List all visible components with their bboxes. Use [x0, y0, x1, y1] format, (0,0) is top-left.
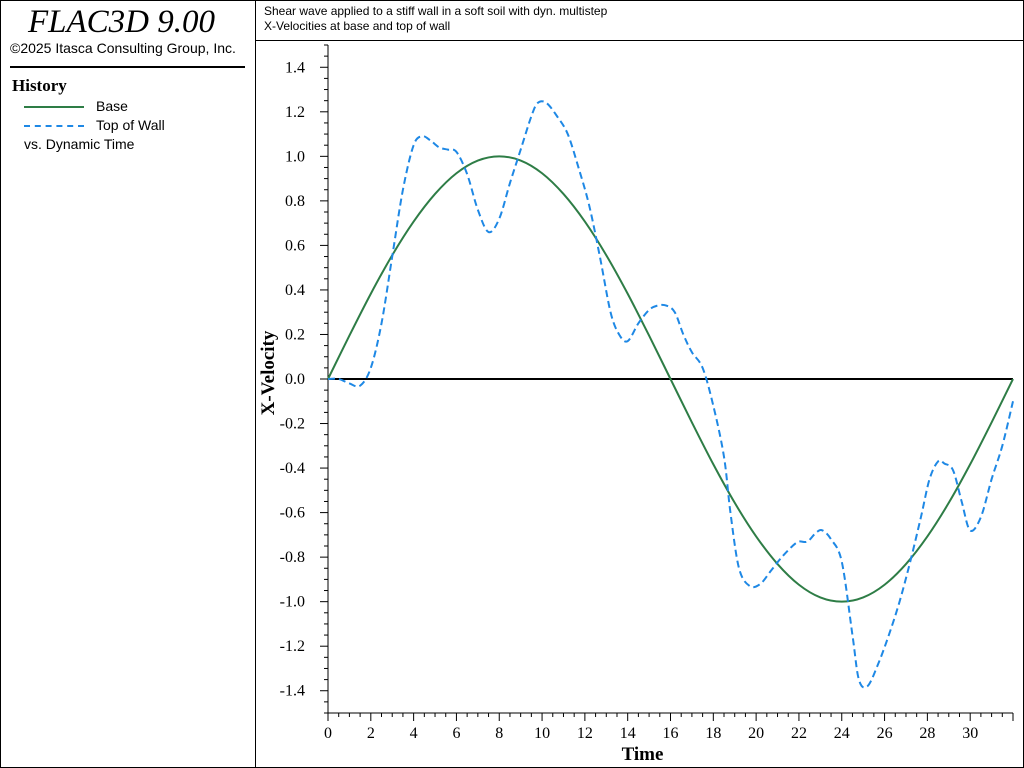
legend-label-base: Base	[96, 98, 128, 114]
legend-vs-label: vs. Dynamic Time	[24, 136, 135, 152]
y-tick-label: 0.0	[285, 371, 305, 388]
y-tick-label: -0.6	[280, 505, 305, 522]
plot-title-line-2: X-Velocities at base and top of wall	[264, 19, 451, 33]
x-tick-label: 24	[834, 725, 850, 742]
y-tick-label: 0.2	[285, 326, 305, 343]
app-title: FLAC3D 9.00	[28, 4, 216, 40]
y-tick-label: -0.4	[280, 460, 305, 477]
copyright-text: ©2025 Itasca Consulting Group, Inc.	[10, 40, 236, 56]
x-tick-label: 26	[877, 725, 893, 742]
y-tick-label: 0.8	[285, 193, 305, 210]
legend-swatch-top-of-wall	[24, 125, 84, 127]
plot-title-line-1: Shear wave applied to a stiff wall in a …	[264, 4, 608, 18]
x-tick-label: 4	[410, 725, 418, 742]
legend-panel: FLAC3D 9.00 ©2025 Itasca Consulting Grou…	[0, 0, 256, 768]
series-lines	[327, 100, 1014, 689]
y-tick-label: 1.4	[285, 59, 305, 76]
y-tick-label: -1.0	[280, 594, 305, 611]
series-line-base	[327, 155, 1014, 603]
x-tick-label: 2	[367, 725, 375, 742]
axes	[320, 44, 1014, 721]
y-axis-title: X-Velocity	[258, 330, 279, 415]
y-tick-label: -0.8	[280, 549, 305, 566]
x-tick-label: 22	[791, 725, 807, 742]
x-tick-label: 30	[962, 725, 978, 742]
legend-swatch-base	[24, 106, 84, 108]
x-tick-label: 28	[919, 725, 935, 742]
x-tick-label: 10	[534, 725, 550, 742]
y-tick-label: 0.4	[285, 282, 305, 299]
x-tick-label: 12	[577, 725, 593, 742]
x-tick-label: 6	[452, 725, 460, 742]
y-tick-label: 1.2	[285, 104, 305, 121]
x-tick-label: 20	[748, 725, 764, 742]
plot-header: Shear wave applied to a stiff wall in a …	[256, 0, 1023, 41]
x-tick-label: 18	[705, 725, 721, 742]
chart-area: 0 2 4 6 8 10 12 14 16 18 20 22 24 26 28 301.41.21.00.80…	[258, 44, 1014, 765]
y-tick-label: 1.0	[285, 148, 305, 165]
y-tick-label: 0.6	[285, 237, 305, 254]
x-axis-title: Time	[622, 744, 664, 765]
title-divider	[10, 66, 245, 68]
axis-labels: 0 2 4 6 8 10 12 14 16 18 20 22 24 26 28 301.41.21.00.80…	[258, 59, 978, 765]
y-tick-label: -1.2	[280, 638, 305, 655]
series-line-top-of-wall	[327, 100, 1014, 689]
y-tick-label: -1.4	[280, 683, 305, 700]
legend-label-top-of-wall: Top of Wall	[96, 117, 165, 133]
x-tick-label: 8	[495, 725, 503, 742]
x-tick-label: 16	[663, 725, 679, 742]
x-tick-label: 0	[324, 725, 332, 742]
x-tick-label: 14	[620, 725, 636, 742]
y-tick-label: -0.2	[280, 416, 305, 433]
legend-heading: History	[12, 76, 67, 95]
